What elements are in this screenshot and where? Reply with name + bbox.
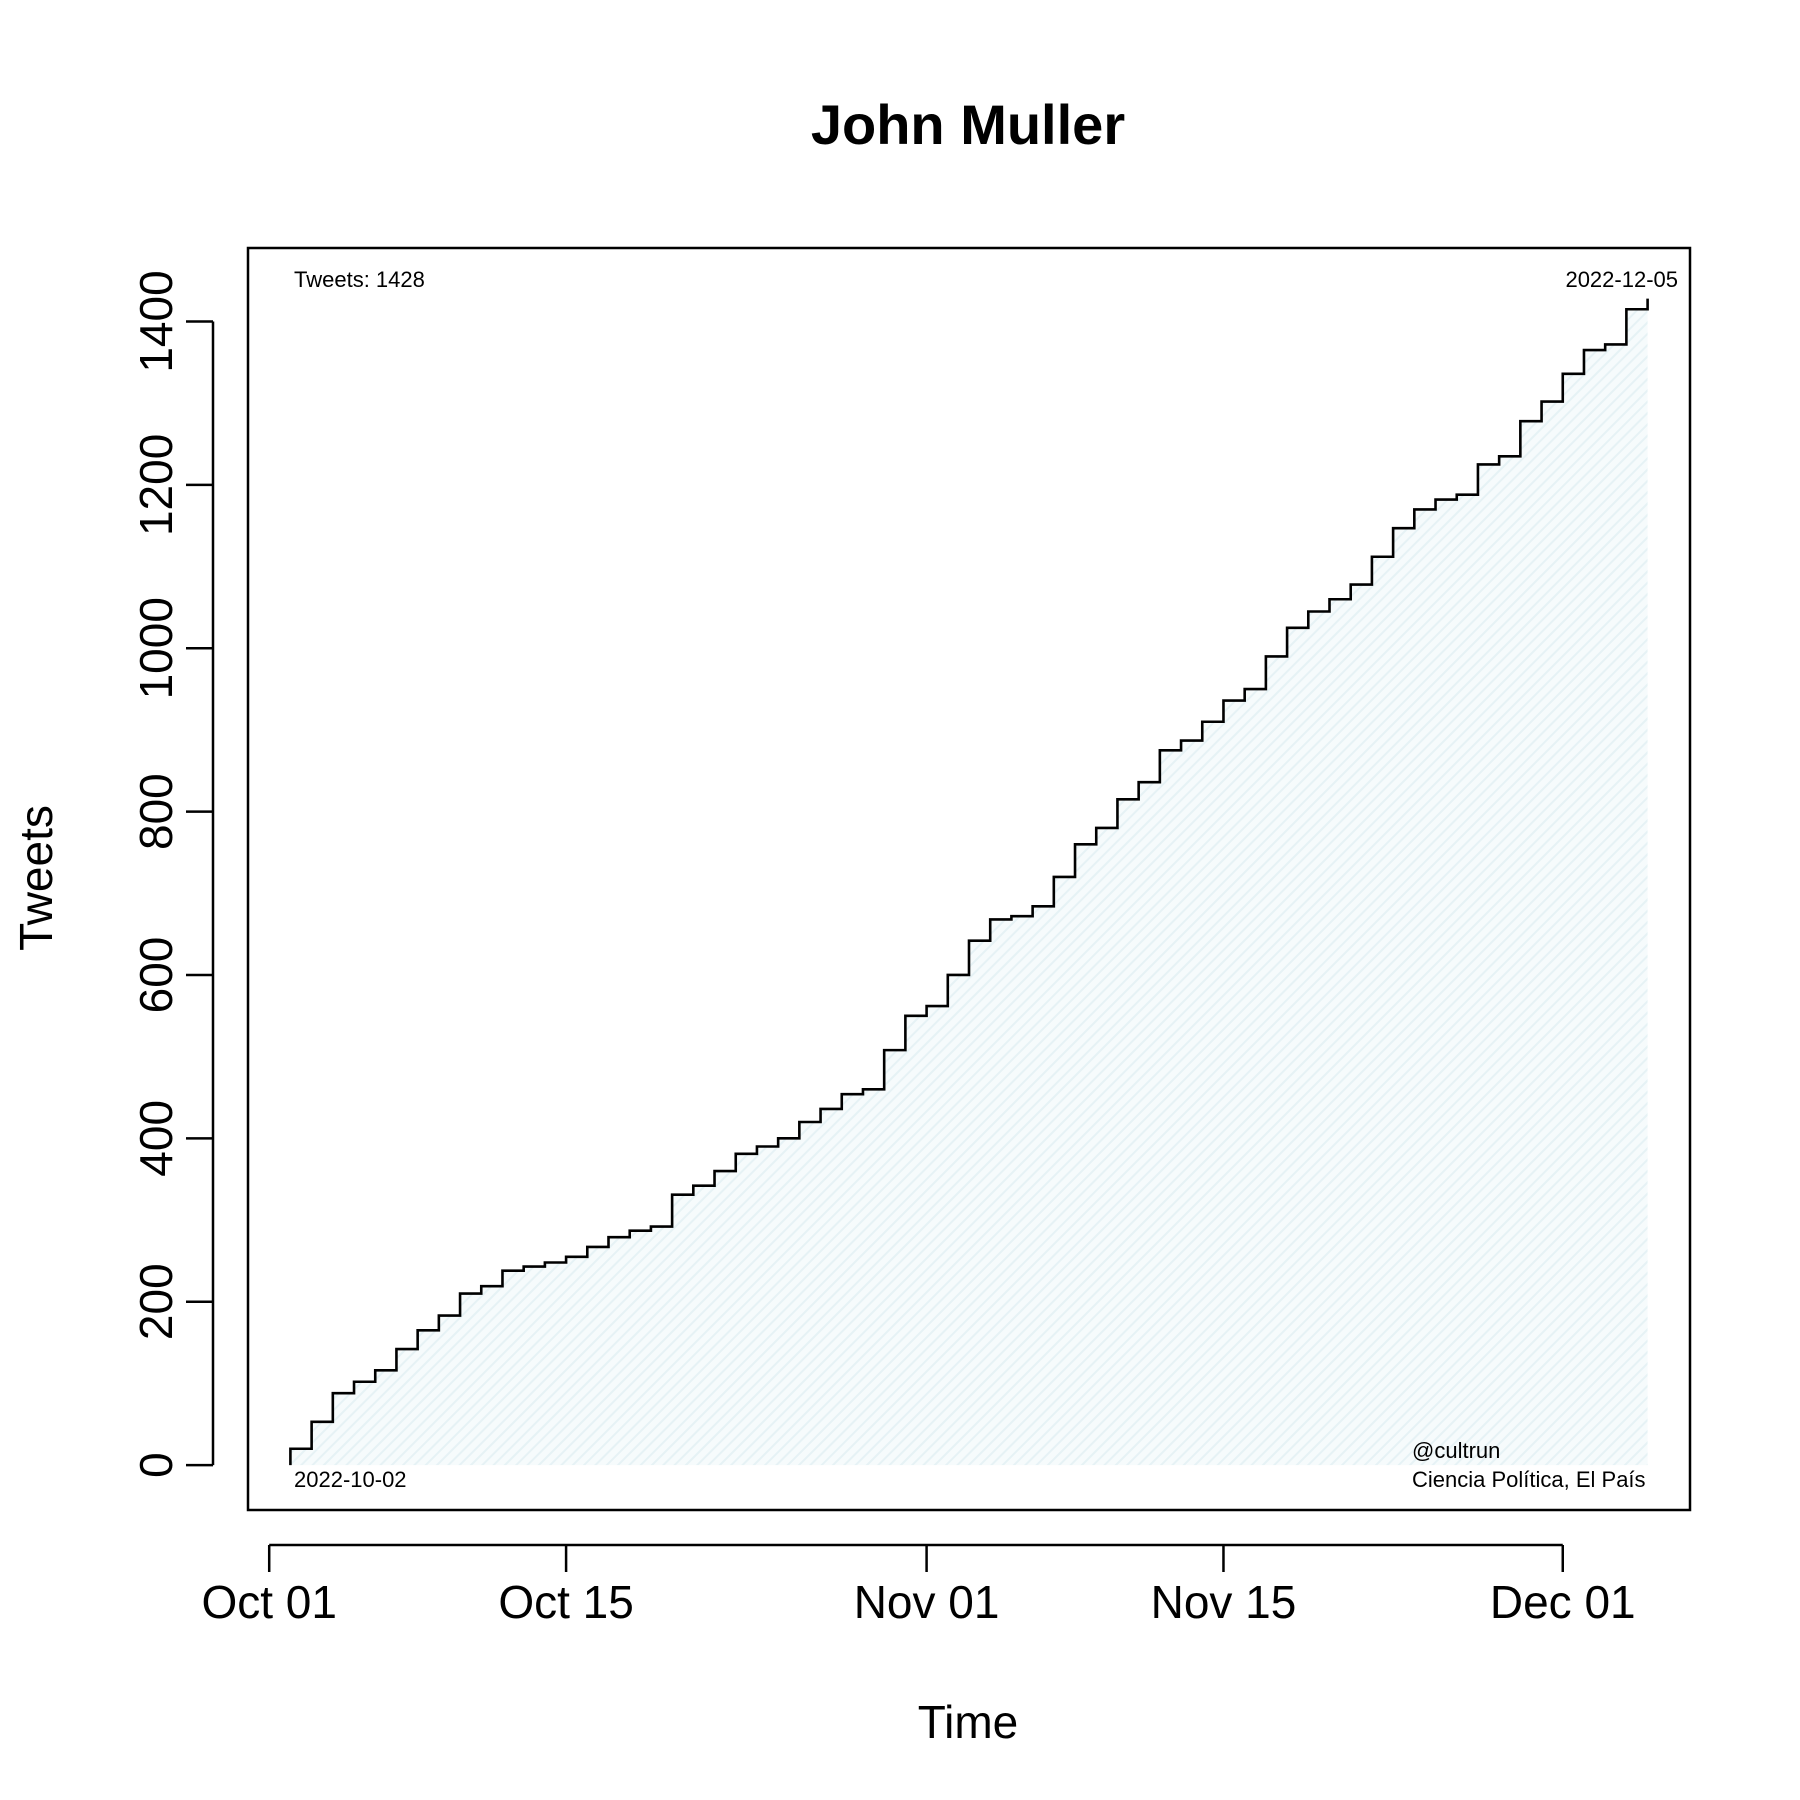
x-tick-label: Oct 15 xyxy=(498,1576,634,1628)
chart-title: John Muller xyxy=(811,93,1125,156)
end-date-annotation: 2022-12-05 xyxy=(1565,267,1678,292)
credit-source: Ciencia Política, El País xyxy=(1412,1467,1646,1492)
x-tick-label: Dec 01 xyxy=(1490,1576,1636,1628)
y-tick-label: 1200 xyxy=(130,434,182,536)
x-axis-label: Time xyxy=(918,1696,1019,1748)
plot-area xyxy=(289,298,1649,1466)
x-axis: Oct 01 Oct 15 Nov 01 Nov 15 Dec 01 xyxy=(201,1543,1636,1628)
tweet-count-annotation: Tweets: 1428 xyxy=(294,267,425,292)
y-tick-label: 1400 xyxy=(130,270,182,372)
y-tick-label: 600 xyxy=(130,937,182,1014)
credit-handle: @cultrun xyxy=(1412,1438,1500,1463)
y-axis: 0 200 400 600 800 1000 1200 1400 xyxy=(130,270,215,1478)
x-tick-label: Nov 01 xyxy=(854,1576,1000,1628)
x-tick-label: Oct 01 xyxy=(201,1576,337,1628)
series-step-line xyxy=(289,298,1649,1466)
y-tick-label: 200 xyxy=(130,1263,182,1340)
y-axis-label: Tweets xyxy=(10,805,62,951)
series-area-fill xyxy=(290,298,1648,1466)
y-tick-label: 400 xyxy=(130,1100,182,1177)
y-tick-label: 800 xyxy=(130,773,182,850)
y-tick-label: 1000 xyxy=(130,597,182,699)
y-tick-label: 0 xyxy=(130,1452,182,1478)
x-tick-label: Nov 15 xyxy=(1151,1576,1297,1628)
start-date-annotation: 2022-10-02 xyxy=(294,1467,407,1492)
plot-frame xyxy=(246,246,1692,1512)
